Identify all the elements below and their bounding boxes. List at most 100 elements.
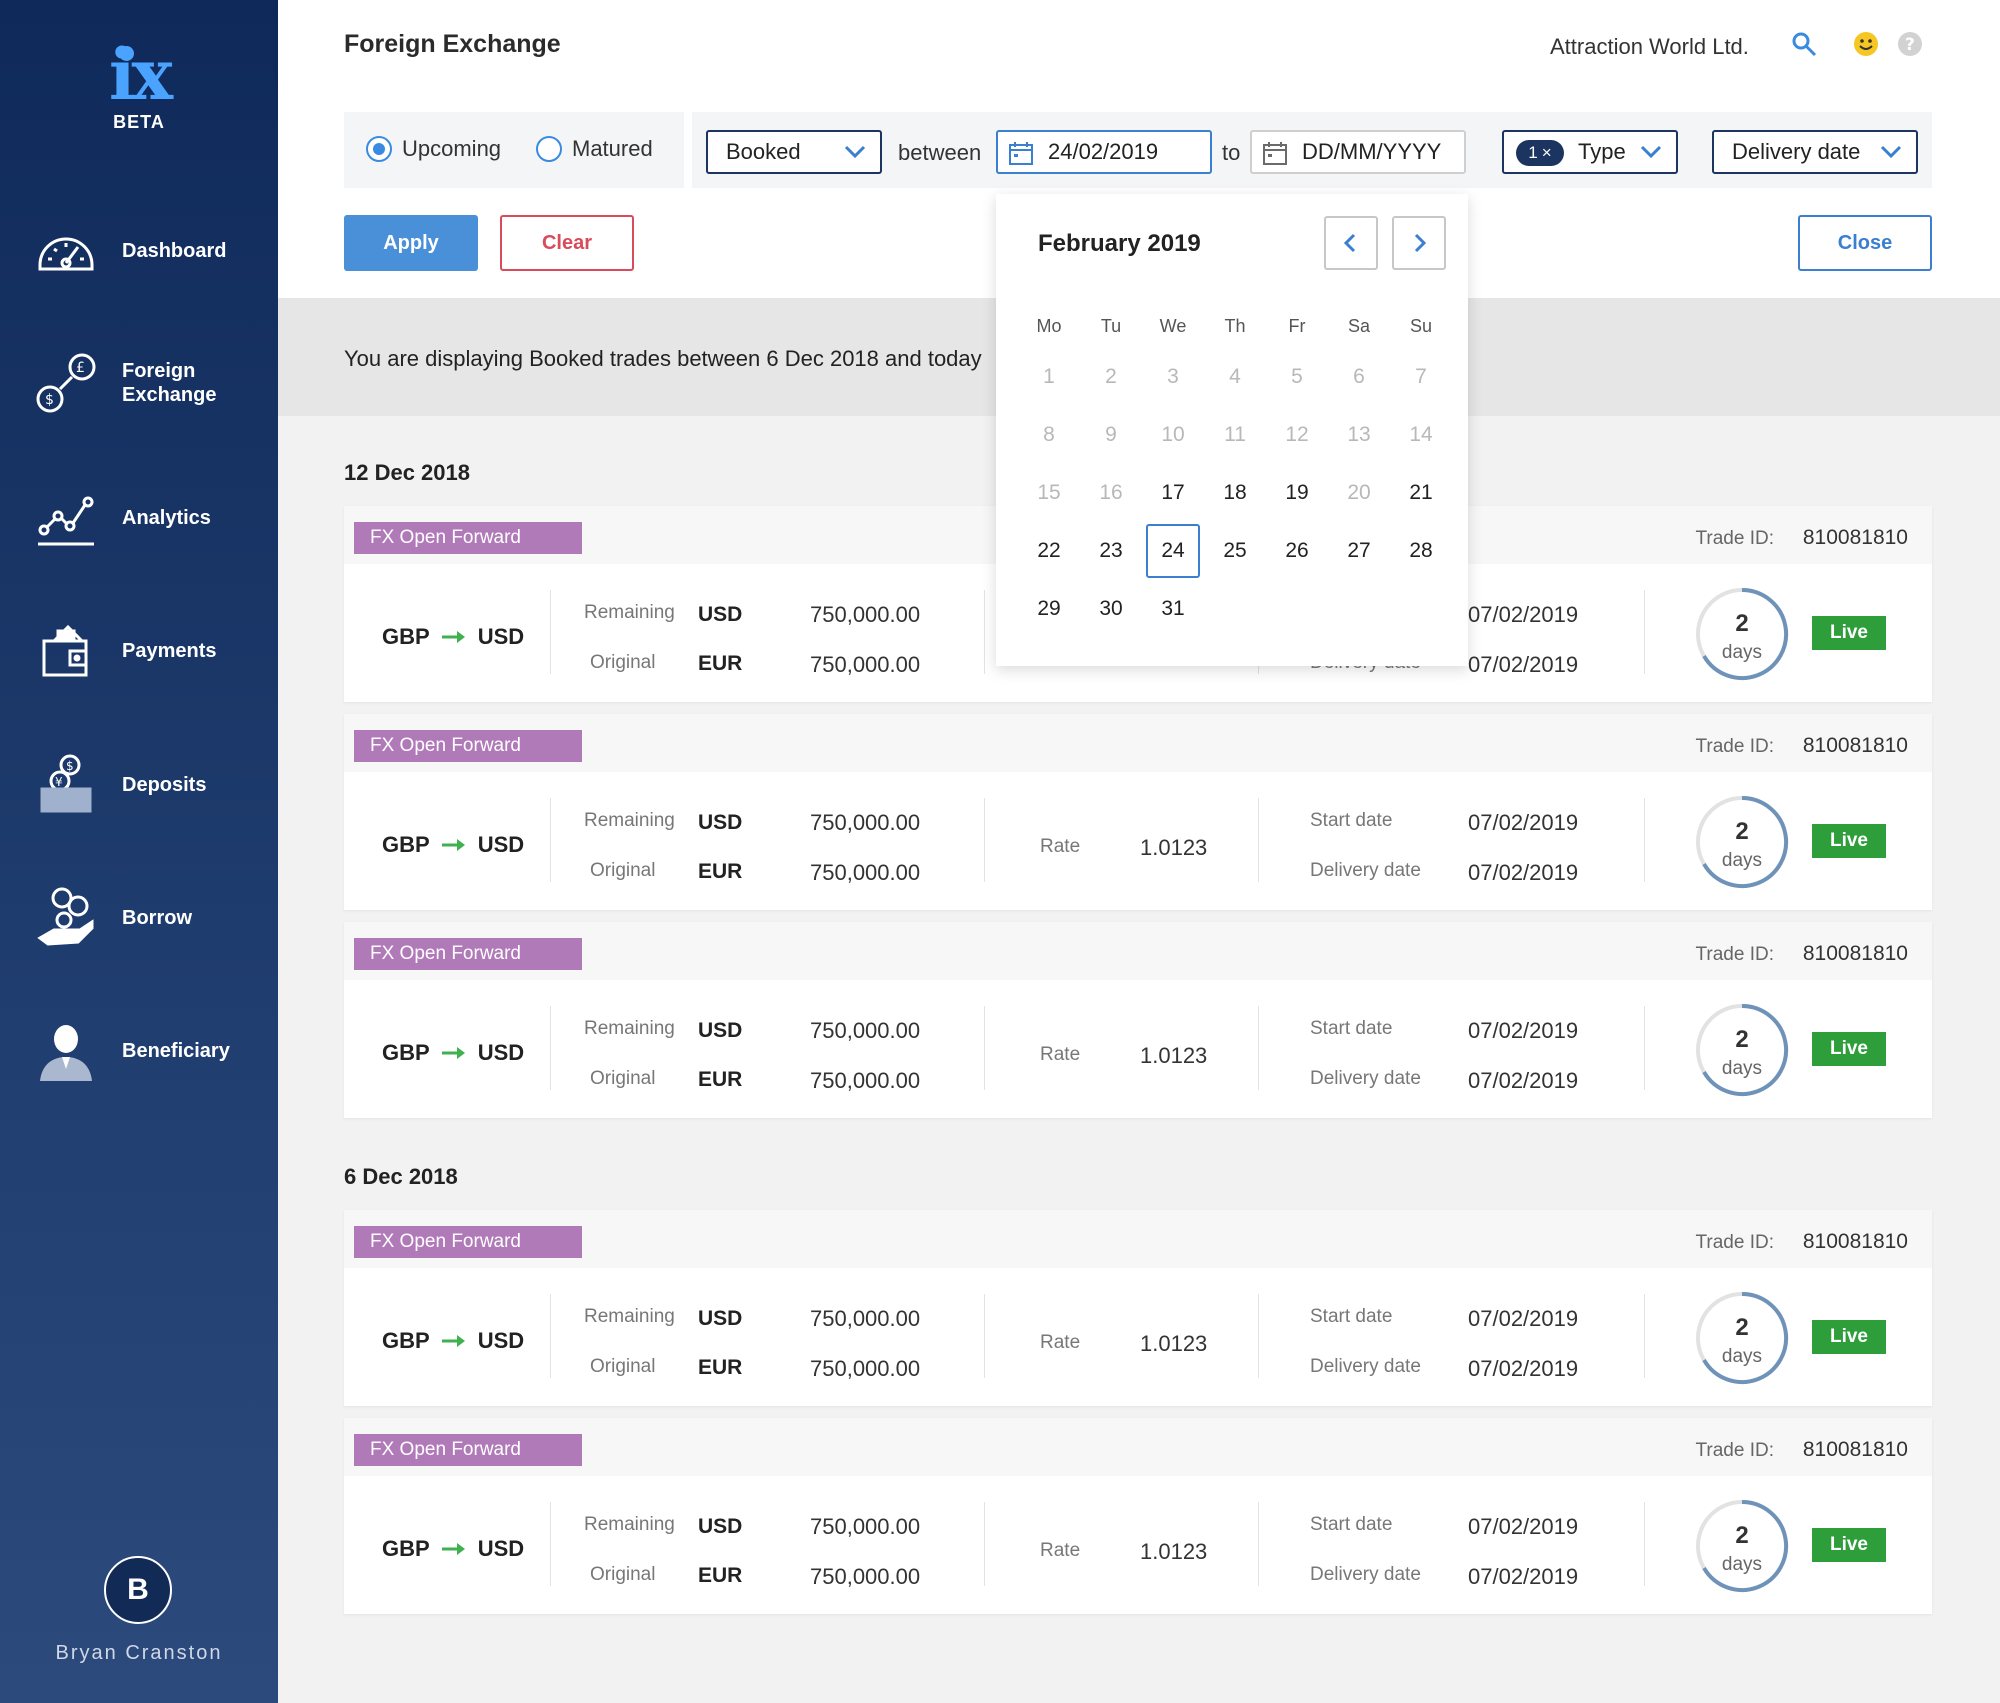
to-currency: USD	[477, 832, 525, 857]
sidebar-item-foreign-exchange[interactable]: £ $ Foreign Exchange	[0, 338, 278, 428]
remaining-amount: 750,000.00	[810, 1514, 921, 1539]
currency-pair: GBP USD	[382, 1040, 524, 1066]
calendar-day[interactable]: 27	[1347, 539, 1371, 562]
trade-id[interactable]: 810081810	[1802, 526, 1908, 549]
clear-button[interactable]: Clear	[500, 215, 634, 271]
currency-pair: GBP USD	[382, 624, 524, 650]
sidebar-item-borrow[interactable]: Borrow	[0, 873, 278, 963]
sidebar-item-dashboard[interactable]: Dashboard	[0, 206, 278, 296]
sidebar-item-deposits[interactable]: $ ¥ Deposits	[0, 740, 278, 830]
smiley-icon[interactable]	[1852, 30, 1880, 58]
upcoming-radio[interactable]: Upcoming	[366, 136, 501, 162]
type-count: 1	[1528, 143, 1538, 162]
calendar-day: 13	[1347, 423, 1371, 446]
original-label: Original	[590, 1564, 656, 1585]
search-icon[interactable]	[1790, 30, 1818, 58]
trade-id-label: Trade ID:	[1695, 1440, 1775, 1461]
close-button[interactable]: Close	[1798, 215, 1932, 271]
avatar[interactable]: B	[104, 1556, 172, 1624]
trade-id[interactable]: 810081810	[1802, 1438, 1908, 1461]
from-date-input[interactable]: 24/02/2019	[996, 130, 1212, 174]
logo[interactable]: ix BETA	[0, 40, 278, 133]
original-label: Original	[590, 860, 656, 881]
calendar-day: 10	[1161, 423, 1185, 446]
calendar-day[interactable]: 28	[1409, 539, 1433, 562]
weekday-header: Su	[1409, 316, 1433, 336]
trade-type-tag: FX Open Forward	[354, 730, 582, 762]
calendar-day[interactable]: 25	[1223, 539, 1247, 562]
trade-card[interactable]: FX Open Forward Trade ID: 810081810 GBP USD R…	[344, 922, 1932, 1118]
remaining-amount: 750,000.00	[810, 1018, 921, 1043]
delivery-date-value: 07/02/2019	[1468, 1564, 1579, 1589]
company-name[interactable]: Attraction World Ltd.	[1550, 34, 1749, 59]
calendar-day[interactable]: 22	[1037, 539, 1061, 562]
rate-value: 1.0123	[1140, 835, 1208, 860]
calendar-day[interactable]: 31	[1161, 597, 1185, 620]
trade-type-tag: FX Open Forward	[354, 938, 582, 970]
remaining-amount: 750,000.00	[810, 602, 921, 627]
trade-card[interactable]: FX Open Forward Trade ID: 810081810 GBP USD R…	[344, 714, 1932, 910]
original-amount: 750,000.00	[810, 1068, 921, 1093]
type-count-badge[interactable]: 1 ×	[1516, 140, 1564, 166]
calendar-day[interactable]: 19	[1285, 481, 1309, 504]
divider	[984, 1006, 985, 1090]
original-label: Original	[590, 1356, 656, 1377]
original-currency: EUR	[698, 1564, 743, 1587]
to-label: to	[1222, 140, 1241, 165]
trade-card[interactable]: FX Open Forward Trade ID: 810081810 GBP USD R…	[344, 1418, 1932, 1614]
matured-radio[interactable]: Matured	[536, 136, 653, 162]
days-remaining-ring	[1696, 1499, 1789, 1592]
sidebar-item-payments[interactable]: Payments	[0, 606, 278, 696]
remove-icon[interactable]: ×	[1541, 143, 1552, 162]
original-label: Original	[590, 652, 656, 673]
trade-card[interactable]: FX Open Forward Trade ID: 810081810 GBP USD R…	[344, 1210, 1932, 1406]
prev-month-button[interactable]	[1324, 216, 1378, 270]
sidebar-item-beneficiary[interactable]: Beneficiary	[0, 1006, 278, 1096]
trade-id[interactable]: 810081810	[1802, 734, 1908, 757]
help-icon[interactable]: ?	[1896, 30, 1924, 58]
calendar-day[interactable]: 30	[1099, 597, 1123, 620]
calendar-day[interactable]: 23	[1099, 539, 1123, 562]
weekday-header: Sa	[1347, 316, 1371, 336]
original-amount: 750,000.00	[810, 1356, 921, 1381]
trade-id-label: Trade ID:	[1695, 944, 1775, 965]
calendar-day[interactable]: 18	[1223, 481, 1247, 504]
trade-card-header: FX Open Forward Trade ID: 810081810	[344, 1210, 1932, 1268]
original-label: Original	[590, 1068, 656, 1089]
calendar-day: 2	[1105, 365, 1117, 388]
divider	[1644, 1294, 1645, 1378]
calendar-day[interactable]: 26	[1285, 539, 1309, 562]
divider	[1644, 590, 1645, 674]
arrow-right-icon	[441, 1335, 465, 1347]
original-currency: EUR	[698, 1068, 743, 1091]
status-group	[344, 112, 684, 188]
calendar-day[interactable]: 29	[1037, 597, 1061, 620]
trade-id[interactable]: 810081810	[1802, 1230, 1908, 1253]
calendar-day[interactable]: 21	[1409, 481, 1433, 504]
sidebar-item-analytics[interactable]: Analytics	[0, 473, 278, 563]
calendar-icon	[1009, 142, 1033, 165]
sort-select[interactable]: Delivery date	[1712, 130, 1918, 174]
apply-button[interactable]: Apply	[344, 215, 478, 271]
type-select[interactable]: 1 × Type	[1502, 130, 1678, 174]
days-remaining-label: days	[1721, 642, 1763, 663]
sidebar-item-label: Borrow	[122, 907, 192, 929]
trade-id-label: Trade ID:	[1695, 528, 1775, 549]
calendar-day[interactable]: 17	[1161, 481, 1185, 504]
divider	[1644, 1502, 1645, 1586]
upcoming-label: Upcoming	[402, 136, 502, 161]
trade-state-select[interactable]: Booked	[706, 130, 882, 174]
original-currency: EUR	[698, 860, 743, 883]
line-chart-icon	[38, 496, 94, 546]
chevron-left-icon	[1343, 233, 1356, 253]
beta-label: BETA	[113, 112, 165, 132]
calendar-day: 9	[1105, 423, 1117, 446]
trade-id[interactable]: 810081810	[1802, 942, 1908, 965]
calendar-day-selected[interactable]: 24	[1146, 524, 1200, 578]
start-date-value: 07/02/2019	[1468, 1018, 1579, 1043]
to-date-input[interactable]: DD/MM/YYYY	[1250, 130, 1466, 174]
user-name[interactable]: Bryan Cranston	[55, 1642, 223, 1664]
delivery-date-value: 07/02/2019	[1468, 1356, 1579, 1381]
days-remaining-label: days	[1721, 1346, 1763, 1367]
next-month-button[interactable]	[1392, 216, 1446, 270]
